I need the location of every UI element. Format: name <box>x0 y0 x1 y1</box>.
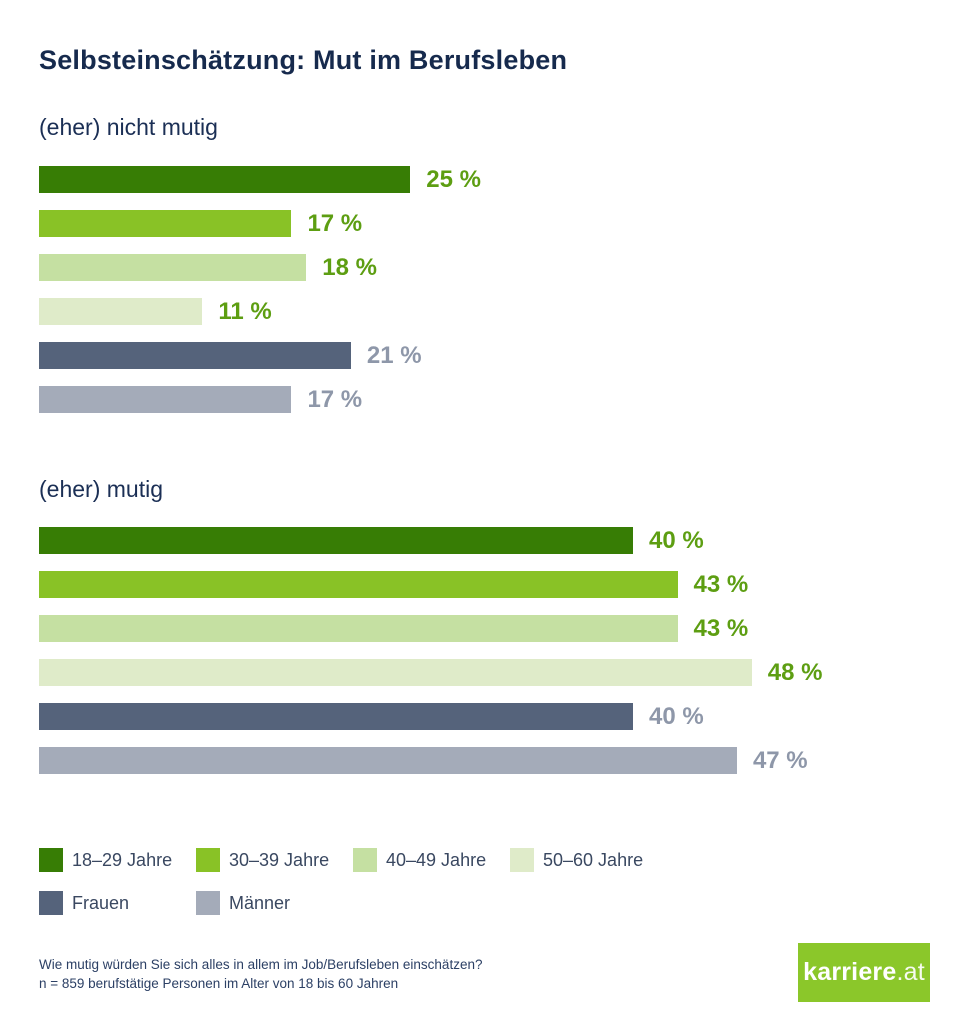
legend-item-Männer: Männer <box>196 891 290 915</box>
bar-value-label: 40 % <box>649 526 704 554</box>
bar-18–29 Jahre <box>39 527 633 554</box>
bar-row: 11 % <box>39 298 481 325</box>
bar-18–29 Jahre <box>39 166 411 193</box>
bar-value-label: 43 % <box>693 570 749 598</box>
bar-row: 21 % <box>39 342 481 369</box>
bar-group-mutig: 40 % 43 % 43 % 48 % 40 % 47 % <box>39 527 823 791</box>
page-title: Selbsteinschätzung: Mut im Berufsleben <box>39 45 568 75</box>
chart-legend: 18–29 Jahre 30–39 Jahre 40–49 Jahre 50–60 J… <box>39 848 919 918</box>
bar-Frauen <box>39 703 633 730</box>
bar-row: 43 % <box>39 571 823 598</box>
bar-40–49 Jahre <box>39 615 678 642</box>
legend-swatch <box>196 891 220 915</box>
legend-swatch <box>510 848 534 872</box>
legend-item-40–49 Jahre: 40–49 Jahre <box>353 848 486 872</box>
bar-Frauen <box>39 342 351 369</box>
bar-value-label: 17 % <box>307 385 363 413</box>
bar-50–60 Jahre <box>39 659 752 686</box>
legend-swatch <box>39 848 63 872</box>
bar-40–49 Jahre <box>39 254 307 281</box>
bar-row: 18 % <box>39 254 481 281</box>
logo-brand-suffix: .at <box>896 958 925 986</box>
bar-row: 17 % <box>39 210 481 237</box>
bar-row: 40 % <box>39 527 823 554</box>
bar-row: 25 % <box>39 166 481 193</box>
sample-size-note: n = 859 berufstätige Personen im Alter v… <box>39 976 399 991</box>
bar-value-label: 43 % <box>693 614 749 642</box>
karriere-at-logo: karriere.at <box>798 943 930 1002</box>
legend-label: Frauen <box>72 892 130 913</box>
bar-row: 43 % <box>39 615 823 642</box>
legend-label: 30–39 Jahre <box>229 849 330 870</box>
legend-label: 50–60 Jahre <box>543 849 644 870</box>
bar-30–39 Jahre <box>39 571 678 598</box>
legend-item-30–39 Jahre: 30–39 Jahre <box>196 848 329 872</box>
bar-Männer <box>39 386 292 413</box>
legend-item-Frauen: Frauen <box>39 891 129 915</box>
bar-30–39 Jahre <box>39 210 292 237</box>
section-heading-nicht-mutig: (eher) nicht mutig <box>39 114 218 140</box>
legend-item-50–60 Jahre: 50–60 Jahre <box>510 848 643 872</box>
legend-item-18–29 Jahre: 18–29 Jahre <box>39 848 172 872</box>
logo-brand-bold: karriere <box>803 958 897 986</box>
bar-row: 40 % <box>39 703 823 730</box>
bar-row: 17 % <box>39 386 481 413</box>
bar-value-label: 21 % <box>366 341 422 369</box>
survey-question: Wie mutig würden Sie sich alles in allem… <box>39 957 483 972</box>
bar-group-nicht-mutig: 25 % 17 % 18 % 11 % 21 % 17 % <box>39 166 481 430</box>
bar-value-label: 11 % <box>218 297 272 325</box>
bar-row: 47 % <box>39 747 823 774</box>
legend-label: 18–29 Jahre <box>72 849 173 870</box>
legend-swatch <box>196 848 220 872</box>
section-heading-mutig: (eher) mutig <box>39 476 163 502</box>
bar-value-label: 25 % <box>426 165 481 193</box>
logo-text: karriere.at <box>803 958 925 987</box>
bar-value-label: 40 % <box>649 702 704 730</box>
legend-swatch <box>353 848 377 872</box>
bar-50–60 Jahre <box>39 298 203 325</box>
bar-row: 48 % <box>39 659 823 686</box>
bar-value-label: 17 % <box>307 209 363 237</box>
bar-value-label: 48 % <box>767 658 823 686</box>
footer-note: Wie mutig würden Sie sich alles in allem… <box>39 955 482 993</box>
legend-label: Männer <box>229 892 291 913</box>
bar-value-label: 18 % <box>322 253 377 281</box>
bar-Männer <box>39 747 737 774</box>
bar-value-label: 47 % <box>752 746 808 774</box>
legend-swatch <box>39 891 63 915</box>
legend-label: 40–49 Jahre <box>386 849 487 870</box>
